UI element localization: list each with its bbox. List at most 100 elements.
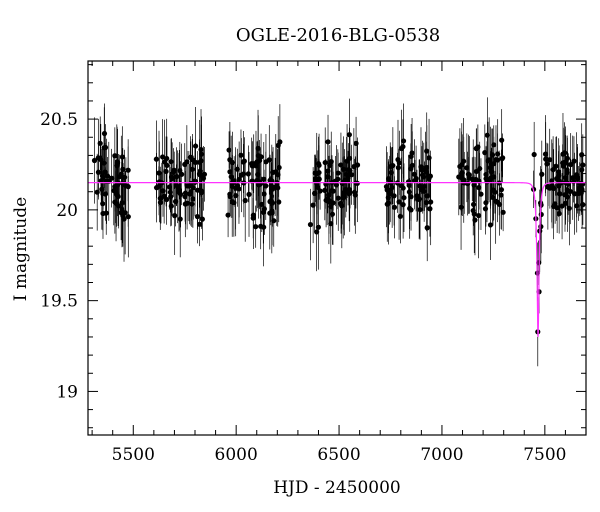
data-point bbox=[234, 166, 240, 172]
data-point bbox=[398, 183, 405, 189]
data-point bbox=[120, 181, 126, 187]
data-point bbox=[99, 173, 105, 179]
data-point bbox=[198, 146, 204, 153]
data-point bbox=[91, 157, 98, 164]
data-point bbox=[498, 187, 505, 193]
y-axis-title: I magnitude bbox=[11, 197, 31, 301]
data-point bbox=[559, 203, 565, 209]
chart-title: OGLE-2016-BLG-0538 bbox=[236, 25, 440, 46]
data-point bbox=[314, 229, 320, 235]
data-point bbox=[99, 186, 105, 192]
data-point bbox=[100, 201, 106, 207]
data-point bbox=[473, 145, 479, 152]
data-point bbox=[489, 152, 496, 158]
data-point bbox=[225, 212, 231, 218]
data-point bbox=[349, 172, 355, 178]
data-point bbox=[562, 192, 568, 198]
data-point bbox=[102, 169, 108, 175]
data-point bbox=[422, 166, 428, 173]
data-point bbox=[351, 163, 357, 170]
data-point bbox=[425, 173, 432, 179]
data-point bbox=[498, 192, 504, 198]
data-point bbox=[170, 169, 177, 175]
y-tick-label: 19 bbox=[56, 382, 78, 402]
data-points bbox=[91, 130, 586, 335]
data-point bbox=[263, 183, 269, 189]
data-point bbox=[172, 198, 179, 205]
data-point bbox=[492, 189, 498, 195]
x-tick-label: 6500 bbox=[317, 445, 360, 465]
data-point bbox=[579, 186, 585, 192]
data-point bbox=[564, 155, 570, 161]
data-point bbox=[484, 179, 490, 185]
data-point bbox=[473, 176, 479, 183]
data-point bbox=[246, 191, 252, 198]
data-point bbox=[400, 144, 406, 150]
data-point bbox=[391, 193, 397, 199]
data-point bbox=[197, 159, 203, 165]
data-point bbox=[567, 188, 573, 195]
data-point bbox=[269, 186, 276, 192]
data-point bbox=[346, 167, 352, 173]
data-point bbox=[119, 200, 125, 206]
data-point bbox=[118, 171, 124, 177]
data-point bbox=[310, 202, 316, 208]
plot-frame bbox=[87, 60, 587, 436]
data-point bbox=[242, 197, 248, 204]
data-point bbox=[500, 155, 506, 161]
data-point bbox=[562, 200, 569, 206]
data-point bbox=[563, 175, 569, 181]
data-point bbox=[260, 209, 266, 215]
data-point bbox=[340, 195, 346, 201]
data-point bbox=[261, 191, 267, 197]
data-point bbox=[195, 187, 201, 193]
data-point bbox=[255, 145, 261, 151]
y-tick-label: 20 bbox=[56, 201, 78, 221]
data-point bbox=[227, 157, 233, 163]
data-point bbox=[464, 165, 470, 171]
data-point bbox=[94, 189, 100, 195]
x-tick-label: 7500 bbox=[523, 445, 566, 465]
data-point bbox=[323, 197, 329, 203]
y-tick-label: 19.5 bbox=[40, 292, 78, 312]
data-point bbox=[172, 213, 178, 219]
data-point bbox=[122, 174, 128, 180]
data-point bbox=[484, 132, 490, 138]
data-point bbox=[385, 200, 392, 206]
data-point bbox=[312, 176, 319, 182]
data-point bbox=[163, 168, 169, 175]
data-point bbox=[477, 165, 483, 172]
data-point bbox=[542, 151, 549, 157]
data-point bbox=[177, 216, 183, 222]
data-point bbox=[417, 207, 423, 213]
data-point bbox=[263, 159, 269, 165]
data-point bbox=[565, 180, 571, 186]
data-point bbox=[457, 163, 463, 170]
data-point bbox=[164, 162, 170, 168]
data-point bbox=[500, 209, 506, 215]
data-point bbox=[470, 208, 476, 214]
data-point bbox=[561, 150, 568, 156]
data-point bbox=[499, 137, 505, 143]
data-point bbox=[316, 169, 322, 176]
data-point bbox=[482, 206, 489, 212]
data-point bbox=[471, 182, 477, 188]
data-point bbox=[485, 158, 491, 164]
data-point bbox=[335, 170, 341, 176]
data-point bbox=[187, 191, 193, 197]
data-point bbox=[97, 140, 103, 146]
data-point bbox=[557, 191, 563, 197]
data-point bbox=[101, 160, 107, 166]
data-point bbox=[556, 211, 562, 217]
data-point bbox=[122, 210, 128, 216]
data-point bbox=[118, 210, 124, 216]
data-point bbox=[312, 190, 318, 196]
data-point bbox=[315, 161, 322, 167]
data-point bbox=[325, 174, 331, 180]
data-point bbox=[346, 132, 352, 138]
data-point bbox=[121, 216, 127, 222]
data-point bbox=[228, 174, 234, 180]
data-point bbox=[547, 157, 553, 163]
data-point bbox=[156, 183, 162, 189]
data-point bbox=[241, 158, 247, 164]
